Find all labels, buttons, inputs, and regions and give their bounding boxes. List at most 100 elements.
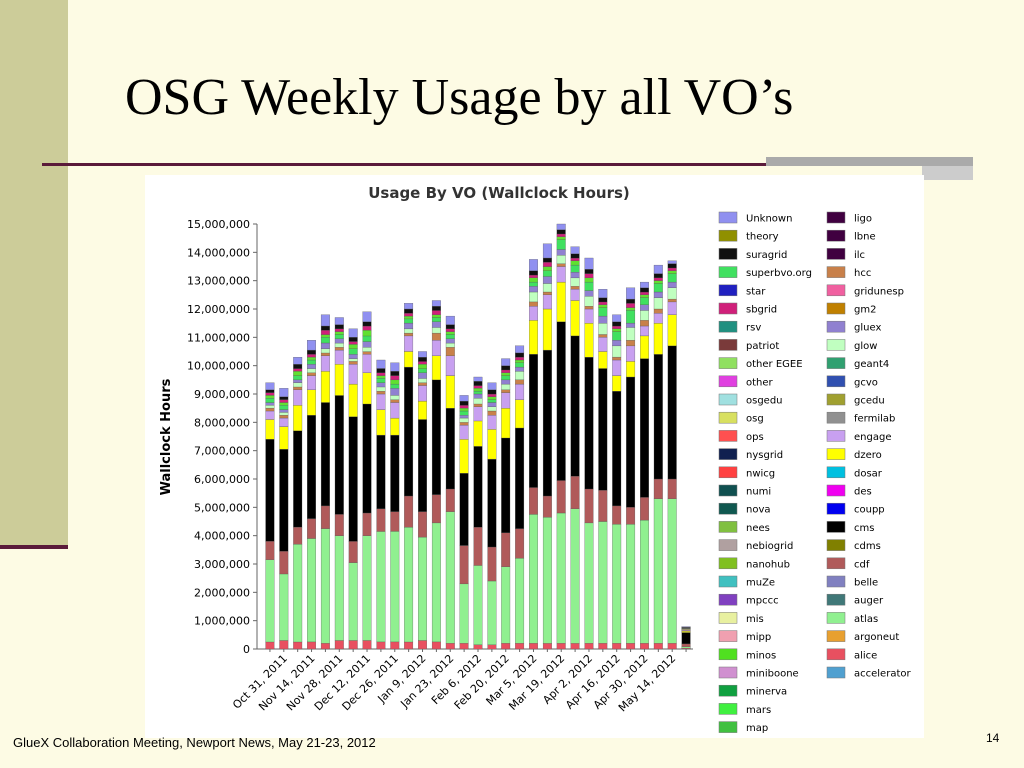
legend-swatch: [826, 248, 846, 260]
legend-swatch: [718, 229, 738, 242]
legend-swatch: [718, 430, 738, 442]
bar-segment-hcc: [598, 334, 608, 338]
bar-segment-unknown: [362, 311, 372, 322]
bar-segment-atlas: [431, 522, 441, 643]
bar-segment-unknown: [307, 340, 316, 351]
bar-segment-alice: [640, 643, 649, 650]
bar-segment-gluex: [542, 276, 552, 284]
bar-segment-glow: [404, 328, 414, 334]
bar-segment-superbvo-org: [265, 398, 275, 403]
chart-panel: Usage By VO (Wallclock Hours) Wallclock …: [145, 175, 924, 738]
bar-segment-sbgrid: [542, 262, 552, 267]
bar-segment-atlas: [320, 528, 330, 644]
bar-segment-sbgrid: [556, 233, 566, 237]
bar-segment-glow: [334, 342, 344, 348]
bar-segment-superbvo-org: [529, 281, 538, 287]
bar-segment-cms: [459, 473, 469, 546]
bar-segment-cms: [390, 434, 400, 512]
bar-segment-cms: [612, 391, 622, 507]
legend-swatch: [826, 502, 846, 515]
plot-area: 0 1,000,000 2,000,000 3,000,000 4,000,000 5,0…: [187, 218, 693, 714]
legend-swatch: [826, 630, 846, 642]
bar-segment-minos: [445, 331, 455, 335]
bar-segment-alice: [459, 643, 469, 650]
bar-segment-unknown: [556, 223, 566, 230]
bar-segment-engage: [404, 335, 414, 352]
bar-segment-atlas: [348, 562, 358, 641]
bar-segment-sbgrid: [529, 274, 538, 278]
bar-segment-minos: [390, 379, 400, 385]
bar-segment-cdf: [431, 494, 441, 524]
bar-segment-sbgrid: [431, 310, 441, 315]
bar-segment-engage: [556, 266, 566, 283]
bar-segment-atlas: [529, 514, 538, 644]
bar-segment-suragrid: [501, 365, 511, 371]
bar-segment-dzero: [570, 300, 580, 337]
legend-swatch: [826, 666, 846, 679]
bar-segment-hcc: [653, 308, 663, 314]
legend-swatch: [718, 302, 738, 315]
bar-segment-suragrid: [529, 270, 538, 276]
bar-segment-dzero: [445, 375, 455, 409]
bar-segment-engage: [376, 393, 386, 410]
bar-segment-gluex: [653, 291, 663, 298]
bar-segment-dzero: [307, 389, 316, 416]
bar-segment-glow: [612, 345, 622, 358]
bar-segment-cms: [653, 354, 663, 480]
legend-label: coupp: [854, 505, 885, 516]
legend-swatch: [826, 284, 846, 297]
bar-segment-sbgrid: [279, 399, 289, 403]
bar-segment-atlas: [640, 519, 649, 644]
bar-segment-unknown: [279, 388, 289, 397]
bar-segment-atlas: [570, 508, 580, 644]
legend-swatch: [718, 466, 738, 479]
bar-segment-gluex: [598, 315, 608, 324]
legend-swatch: [718, 539, 738, 551]
legend-label: nees: [746, 523, 770, 534]
legend-swatch: [826, 484, 846, 497]
legend-swatch: [826, 575, 846, 588]
legend-label: nwicg: [746, 468, 775, 479]
bar-segment-atlas: [501, 566, 511, 644]
bar-segment-superbvo-org: [376, 378, 386, 383]
bar-segment-hcc: [348, 361, 358, 365]
bar-segment-superbvo-org: [320, 337, 330, 344]
bar-segment-gluex: [626, 323, 636, 328]
bar-segment-dzero: [598, 351, 608, 369]
legend-label: gluex: [854, 323, 881, 334]
legend: Unknown theory suragrid superbvo.org star sbg…: [718, 211, 911, 734]
bar-segment-hcc: [473, 403, 483, 407]
bar-segment-suragrid: [515, 352, 525, 358]
y-tick-label: 12,000,000: [187, 303, 250, 316]
bar-segment-suragrid: [265, 389, 275, 393]
bar-segment-unknown: [501, 358, 511, 366]
bar-segment-engage: [487, 415, 497, 430]
bar-segment-cms: [362, 403, 372, 514]
bar-segment-hcc: [320, 352, 330, 356]
legend-label: osg: [746, 414, 764, 425]
bar-segment-suragrid: [362, 321, 372, 327]
bar-segment-dzero: [681, 630, 691, 633]
bar-segment-gluex: [612, 340, 622, 347]
legend-label: other: [746, 377, 774, 388]
bar-segment-engage: [334, 349, 344, 365]
bar-segment-hcc: [390, 399, 400, 403]
bar-segment-minos: [279, 402, 289, 406]
bar-segment-hcc: [265, 408, 275, 412]
bar-segment-alice: [653, 643, 663, 650]
bar-segment-suragrid: [584, 269, 594, 274]
title-rule: [42, 163, 973, 166]
y-tick-label: 3,000,000: [194, 558, 250, 571]
usage-chart: Usage By VO (Wallclock Hours) Wallclock …: [159, 184, 911, 734]
bar-segment-alice: [279, 640, 289, 650]
bar-segment-glow: [473, 398, 483, 405]
bar-segment-minos: [556, 236, 566, 240]
legend-swatch: [718, 339, 738, 351]
bar-segment-unknown: [667, 260, 677, 264]
bar-segment-minos: [626, 307, 636, 311]
bar-segment-unknown: [265, 382, 275, 390]
bar-segment-minos: [348, 344, 358, 349]
bar-segment-superbvo-org: [501, 375, 511, 381]
bar-segment-sbgrid: [501, 369, 511, 373]
bar-segment-cms: [418, 419, 427, 512]
